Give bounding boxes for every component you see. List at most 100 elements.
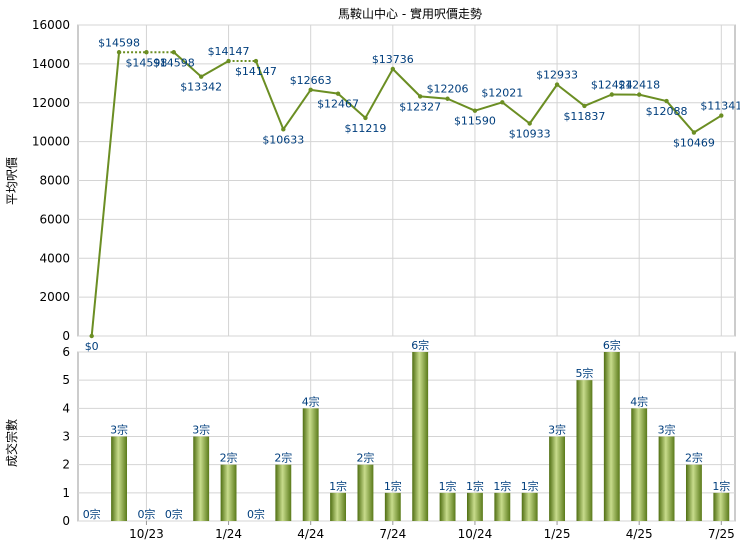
volume-bar [357, 464, 374, 521]
price-y-tick-label: 0 [62, 329, 70, 343]
price-data-label: $10633 [262, 133, 304, 146]
price-data-label: $14598 [153, 56, 195, 69]
price-data-label: $11341 [700, 100, 740, 113]
volume-bar [658, 436, 675, 521]
price-point [719, 113, 724, 118]
price-line-segment [665, 100, 695, 134]
price-line-segment [392, 68, 421, 98]
volume-bar [685, 464, 702, 521]
price-data-label: $10933 [509, 127, 551, 140]
price-line-segment [501, 101, 531, 125]
volume-data-label: 2宗 [356, 451, 374, 465]
price-line-segment [364, 68, 394, 119]
price-point [363, 115, 368, 121]
price-data-label: $12088 [646, 105, 688, 118]
volume-bar [220, 464, 237, 521]
price-y-axis-label: 平均呎價 [5, 157, 19, 205]
volume-data-label: 0宗 [165, 507, 183, 521]
volume-data-label: 1宗 [493, 479, 511, 493]
price-data-label: $12424 [591, 79, 633, 92]
price-y-tick-label: 8000 [39, 174, 70, 188]
price-line-segment [638, 93, 667, 103]
price-y-tick-label: 4000 [39, 251, 70, 265]
price-point [417, 94, 423, 99]
x-tick-label: 1/24 [215, 527, 242, 541]
volume-data-label: 3宗 [192, 423, 210, 437]
volume-data-label: 0宗 [247, 507, 265, 521]
price-data-label: $12206 [427, 83, 469, 96]
volume-y-tick-label: 3 [62, 430, 70, 444]
volume-bar [330, 492, 347, 521]
volume-bar [193, 436, 210, 521]
price-data-label: $14147 [208, 45, 250, 58]
price-point [527, 121, 532, 126]
price-point [226, 58, 231, 64]
price-data-label: $13342 [180, 81, 222, 94]
volume-data-label: 0宗 [137, 507, 155, 521]
x-tick-label: 4/25 [626, 527, 653, 541]
price-point [89, 333, 94, 339]
volume-bar [275, 464, 292, 521]
volume-bar [466, 492, 483, 521]
price-data-label: $10469 [673, 137, 715, 150]
price-point [171, 50, 177, 55]
volume-bar-panel: 0 1 2 3 4 5 6 10/23 1/24 4/24 7/24 10/24 1/25 4/25 7/2… [62, 338, 736, 541]
volume-data-label: 1宗 [384, 479, 402, 493]
price-data-label: $14598 [125, 56, 167, 69]
price-line-segment [337, 92, 367, 119]
volume-data-label: 1宗 [329, 479, 347, 493]
price-line-segment [693, 114, 722, 134]
x-tick-label: 10/23 [129, 527, 164, 541]
volume-y-tick-label: 2 [62, 458, 70, 472]
price-data-label: $12467 [317, 98, 359, 111]
price-point [253, 58, 259, 64]
x-tick-label: 7/24 [379, 527, 406, 541]
price-data-label: $14147 [235, 65, 277, 78]
volume-data-label: 3宗 [658, 423, 676, 437]
volume-data-label: 5宗 [575, 366, 593, 380]
volume-data-label: 3宗 [110, 423, 128, 437]
price-point [636, 92, 642, 97]
volume-bar [384, 492, 401, 521]
price-data-label: $11837 [563, 110, 605, 123]
price-data-label: $12933 [536, 69, 578, 82]
price-point [335, 91, 341, 96]
price-data-label: $12663 [290, 74, 332, 87]
volume-y-tick-label: 0 [62, 514, 70, 528]
volume-bar [494, 492, 511, 521]
volume-data-label: 1宗 [439, 479, 457, 493]
x-tick-label: 7/25 [708, 527, 735, 541]
volume-data-label: 0宗 [83, 507, 101, 521]
price-line-segment [173, 51, 202, 78]
price-line-segment [200, 60, 230, 78]
price-y-tick-label: 10000 [32, 135, 70, 149]
price-point [691, 130, 697, 135]
price-point [144, 50, 149, 55]
price-line-segment [556, 83, 586, 107]
volume-data-label: 2宗 [274, 451, 292, 465]
price-line-segment [282, 89, 312, 130]
price-y-tick-label: 2000 [39, 290, 70, 304]
price-point [554, 82, 560, 87]
volume-data-label: 4宗 [630, 394, 648, 408]
volume-bar [549, 436, 566, 521]
volume-data-label: 1宗 [712, 479, 730, 493]
price-data-label: $12418 [618, 79, 660, 92]
volume-data-label: 2宗 [220, 451, 238, 465]
x-tick-label: 4/24 [297, 527, 324, 541]
price-point [500, 100, 505, 105]
volume-y-tick-label: 4 [62, 401, 70, 415]
price-point [609, 92, 615, 97]
chart-title: 馬鞍山中心 - 實用呎價走勢 [338, 6, 482, 21]
price-data-label: $11219 [344, 122, 386, 135]
price-line-segment [474, 101, 503, 112]
price-line-segment [528, 84, 558, 125]
price-data-label: $13736 [372, 53, 414, 66]
price-point [445, 96, 450, 101]
price-y-tick-label: 14000 [32, 57, 70, 71]
price-line-segment [420, 95, 448, 100]
volume-y-tick-label: 1 [62, 486, 70, 500]
volume-bar [412, 352, 429, 521]
